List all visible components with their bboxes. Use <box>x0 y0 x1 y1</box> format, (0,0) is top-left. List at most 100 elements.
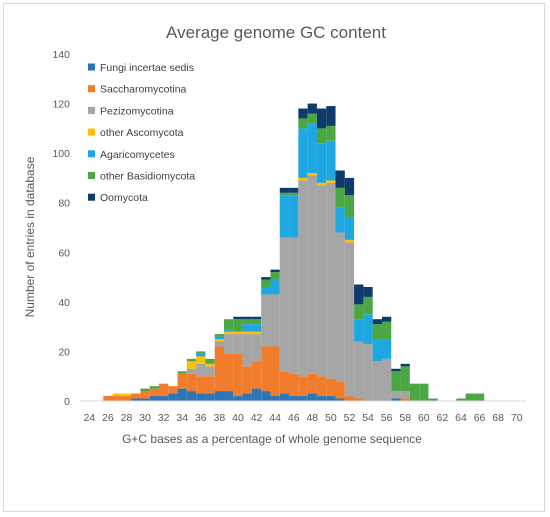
bar-segment-oomycota-52 <box>344 177 355 196</box>
bar-segment-other-basidiomycota-37 <box>205 358 215 364</box>
bar-segment-pezizomycotina-58 <box>400 391 410 399</box>
bar-segment-oomycota-46 <box>289 187 299 193</box>
bar-segment-agaricomycetes-52 <box>344 217 355 240</box>
bar-segment-oomycota-58 <box>400 363 410 367</box>
bar-segment-other-basidiomycota-41 <box>242 319 252 325</box>
bar-segment-other-ascomycota-38 <box>214 339 225 342</box>
bar-segment-other-ascomycota-42 <box>251 331 262 335</box>
bar-segment-fungi-incertae-sedis-36 <box>196 393 206 401</box>
bar-segment-oomycota-45 <box>279 187 290 193</box>
bar-segment-agaricomycetes-46 <box>289 195 299 238</box>
bar-segment-fungi-incertae-sedis-43 <box>261 391 271 401</box>
bar-segment-other-basidiomycota-42 <box>251 319 262 325</box>
bar-segment-fungi-incertae-sedis-44 <box>270 396 280 401</box>
bar-segment-saccharomycotina-51 <box>335 381 345 399</box>
bar-segment-agaricomycetes-56 <box>381 339 392 359</box>
bar-segment-saccharomycotina-46 <box>289 373 299 397</box>
bar-segment-fungi-incertae-sedis-33 <box>168 393 178 401</box>
bar-segment-other-basidiomycota-38 <box>214 334 225 337</box>
bar-segment-fungi-incertae-sedis-30 <box>140 398 150 401</box>
legend-swatch <box>88 172 95 179</box>
bar-segment-saccharomycotina-31 <box>149 388 159 397</box>
bar-segment-other-ascomycota-39 <box>224 331 234 335</box>
legend-swatch <box>88 63 95 71</box>
bar-segment-oomycota-47 <box>298 108 308 119</box>
bar-segment-saccharomycotina-44 <box>270 346 280 397</box>
bar-segment-fungi-incertae-sedis-51 <box>335 398 345 401</box>
legend-label: Oomycota <box>100 192 148 204</box>
x-axis-title: G+C bases as a percentage of whole genom… <box>122 432 422 446</box>
y-tick-label: 60 <box>58 247 70 259</box>
bar-segment-fungi-incertae-sedis-48 <box>307 393 317 401</box>
x-tick-label: 44 <box>269 412 281 424</box>
bar-segment-fungi-incertae-sedis-46 <box>289 396 299 401</box>
legend-label: Pezizomycotina <box>100 105 174 117</box>
bar-segment-other-ascomycota-28 <box>121 393 132 397</box>
bar-segment-saccharomycotina-28 <box>121 396 132 401</box>
bar-segment-fungi-incertae-sedis-38 <box>214 391 225 401</box>
bar-segment-other-ascomycota-35 <box>186 361 197 369</box>
bar-segment-other-basidiomycota-44 <box>270 272 280 280</box>
bar-segment-other-basidiomycota-31 <box>149 386 159 389</box>
legend-swatch <box>88 150 95 158</box>
y-tick-label: 40 <box>58 297 70 309</box>
bar-segment-other-basidiomycota-46 <box>289 192 299 196</box>
bar-segment-saccharomycotina-58 <box>400 398 410 401</box>
bar-segment-agaricomycetes-38 <box>214 336 225 340</box>
bar-segment-other-basidiomycota-64 <box>456 398 466 401</box>
bar-segment-agaricomycetes-53 <box>354 319 364 342</box>
x-tick-label: 34 <box>176 412 188 424</box>
bar-segment-saccharomycotina-48 <box>307 373 317 394</box>
x-tick-label: 28 <box>121 412 133 424</box>
bar-segment-oomycota-43 <box>261 277 271 280</box>
y-tick-label: 20 <box>58 346 70 358</box>
bar-segment-pezizomycotina-53 <box>354 341 364 399</box>
bar-segment-oomycota-50 <box>326 106 336 126</box>
bar-segment-other-basidiomycota-61 <box>428 398 438 401</box>
bar-segment-other-basidiomycota-54 <box>363 296 373 315</box>
bar-segment-oomycota-51 <box>335 170 345 188</box>
x-tick-label: 60 <box>418 412 430 424</box>
bar-segment-saccharomycotina-52 <box>344 396 355 401</box>
legend-swatch <box>88 128 95 136</box>
bar-segment-saccharomycotina-49 <box>316 376 327 397</box>
y-tick-label: 0 <box>64 396 70 408</box>
x-tick-label: 36 <box>195 412 207 424</box>
bar-layer <box>103 103 485 401</box>
bar-segment-pezizomycotina-55 <box>372 361 382 401</box>
bar-segment-saccharomycotina-47 <box>298 376 308 397</box>
bar-segment-other-basidiomycota-66 <box>474 393 485 401</box>
bar-segment-oomycota-41 <box>242 316 252 320</box>
bar-segment-pezizomycotina-52 <box>344 242 355 397</box>
bar-segment-saccharomycotina-41 <box>242 366 252 394</box>
bar-segment-other-basidiomycota-50 <box>326 125 336 141</box>
bar-segment-saccharomycotina-37 <box>205 376 215 394</box>
bar-segment-saccharomycotina-53 <box>354 398 364 401</box>
y-axis-title: Number of entries in database <box>23 156 37 317</box>
legend-swatch <box>88 193 95 201</box>
y-tick-label: 80 <box>58 198 70 210</box>
bar-segment-saccharomycotina-45 <box>279 371 290 394</box>
bar-segment-fungi-incertae-sedis-50 <box>326 396 336 401</box>
bar-segment-agaricomycetes-39 <box>224 329 234 332</box>
bar-segment-fungi-incertae-sedis-41 <box>242 393 252 401</box>
bar-segment-other-basidiomycota-57 <box>391 371 401 392</box>
bar-segment-pezizomycotina-40 <box>233 334 243 354</box>
bar-segment-other-basidiomycota-30 <box>140 388 150 392</box>
legend-label: other Ascomycota <box>100 127 184 139</box>
y-tick-label: 140 <box>52 49 70 61</box>
bar-segment-other-basidiomycota-48 <box>307 113 317 124</box>
chart-title: Average genome GC content <box>166 23 386 42</box>
bar-segment-oomycota-48 <box>307 103 317 114</box>
bar-segment-pezizomycotina-56 <box>381 358 392 401</box>
y-tick-label: 100 <box>52 148 70 160</box>
bar-segment-oomycota-54 <box>363 286 373 297</box>
bar-segment-saccharomycotina-29 <box>131 393 141 399</box>
bar-segment-saccharomycotina-43 <box>261 346 271 392</box>
bar-segment-fungi-incertae-sedis-49 <box>316 396 327 401</box>
x-tick-label: 46 <box>288 412 300 424</box>
bar-segment-pezizomycotina-42 <box>251 334 262 362</box>
bar-segment-other-basidiomycota-36 <box>196 351 206 354</box>
bar-segment-other-basidiomycota-39 <box>224 319 234 330</box>
x-tick-label: 50 <box>325 412 337 424</box>
